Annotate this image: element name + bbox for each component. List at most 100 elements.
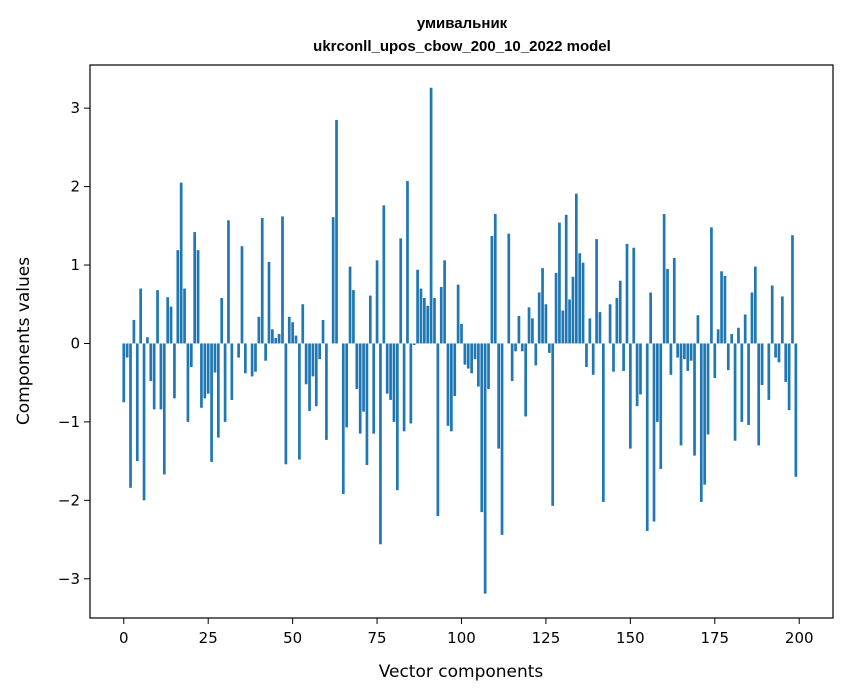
bar-192 — [770, 285, 774, 344]
bar-182 — [737, 327, 740, 344]
bar-107 — [483, 343, 487, 594]
bar-174 — [710, 227, 713, 344]
bar-148 — [622, 343, 625, 371]
bar-141 — [598, 312, 602, 344]
y-axis-label: Components values — [14, 257, 34, 425]
bar-24 — [203, 343, 207, 399]
bar-139 — [591, 343, 595, 375]
bar-178 — [723, 276, 727, 344]
bar-142 — [601, 343, 605, 502]
bar-73 — [368, 295, 372, 344]
bar-131 — [564, 214, 568, 344]
x-tick-label-3: 75 — [368, 629, 387, 647]
bar-108 — [487, 343, 490, 389]
bar-197 — [787, 343, 791, 411]
bar-7 — [146, 337, 149, 344]
bar-12 — [162, 343, 166, 475]
bar-189 — [760, 343, 764, 386]
bar-117 — [517, 316, 521, 344]
bar-138 — [588, 318, 592, 344]
x-axis-label: Vector components — [379, 662, 544, 682]
bar-48 — [284, 343, 288, 465]
y-tick-label-2: −1 — [58, 413, 80, 431]
bar-185 — [747, 343, 750, 426]
bar-49 — [287, 316, 291, 344]
bar-20 — [189, 343, 193, 367]
bar-25 — [206, 343, 210, 394]
bar-101 — [463, 343, 467, 365]
y-tick-label-3: 0 — [70, 334, 80, 352]
bar-128 — [554, 272, 558, 344]
bar-1 — [125, 343, 129, 358]
bar-52 — [298, 343, 301, 460]
bar-60 — [325, 343, 328, 440]
bar-171 — [699, 343, 703, 502]
bar-172 — [703, 343, 707, 485]
bar-78 — [385, 343, 389, 394]
bar-39 — [254, 343, 257, 372]
bar-29 — [220, 297, 224, 344]
bar-38 — [250, 343, 254, 377]
bar-133 — [571, 276, 575, 344]
bar-23 — [200, 343, 203, 408]
bar-123 — [537, 292, 541, 344]
bar-19 — [186, 343, 190, 422]
bar-81 — [395, 343, 399, 491]
x-tick-label-7: 175 — [700, 629, 729, 647]
bar-30 — [223, 343, 227, 422]
bar-199 — [794, 343, 798, 477]
bar-70 — [358, 343, 362, 434]
x-tick-label-1: 25 — [199, 629, 218, 647]
bar-102 — [466, 343, 470, 369]
bar-109 — [490, 236, 494, 344]
bar-10 — [156, 290, 159, 344]
bar-26 — [210, 343, 213, 462]
bar-104 — [473, 343, 477, 360]
bar-126 — [547, 343, 551, 353]
bar-14 — [169, 306, 173, 344]
bar-99 — [456, 284, 460, 344]
bar-85 — [409, 343, 413, 424]
bar-196 — [784, 343, 788, 382]
bar-5 — [139, 288, 143, 344]
bar-89 — [423, 297, 426, 344]
bar-152 — [635, 343, 639, 407]
bar-160 — [662, 214, 666, 344]
bar-130 — [561, 310, 565, 344]
x-tick-label-8: 200 — [785, 629, 814, 647]
bar-17 — [179, 182, 183, 344]
bar-177 — [720, 271, 723, 344]
bar-65 — [341, 343, 345, 495]
bar-62 — [331, 217, 335, 344]
bar-136 — [581, 262, 585, 344]
bar-77 — [382, 205, 386, 344]
bar-135 — [578, 253, 582, 344]
bar-57 — [314, 343, 318, 407]
bar-106 — [480, 343, 484, 513]
bar-129 — [558, 222, 561, 344]
bar-9 — [152, 343, 156, 410]
bar-6 — [142, 343, 146, 501]
bar-158 — [656, 343, 659, 422]
bar-186 — [750, 292, 754, 344]
bar-76 — [379, 343, 382, 545]
bar-8 — [149, 343, 153, 382]
bar-71 — [362, 343, 365, 412]
bar-75 — [375, 260, 379, 344]
bar-125 — [544, 304, 548, 344]
bar-147 — [618, 280, 622, 344]
bar-94 — [439, 286, 443, 344]
bar-83 — [402, 343, 406, 432]
bar-58 — [318, 343, 321, 360]
x-ticks-group: 0 25 50 75 100 125 150 175 200 — [119, 618, 814, 647]
bar-45 — [274, 337, 278, 344]
bar-80 — [392, 343, 396, 422]
bar-0 — [122, 343, 126, 403]
bar-21 — [193, 232, 197, 344]
bar-195 — [780, 296, 784, 344]
x-tick-label-2: 50 — [283, 629, 302, 647]
bar-100 — [460, 323, 463, 344]
bar-110 — [493, 214, 497, 344]
bar-132 — [568, 299, 571, 344]
bar-168 — [689, 343, 693, 361]
